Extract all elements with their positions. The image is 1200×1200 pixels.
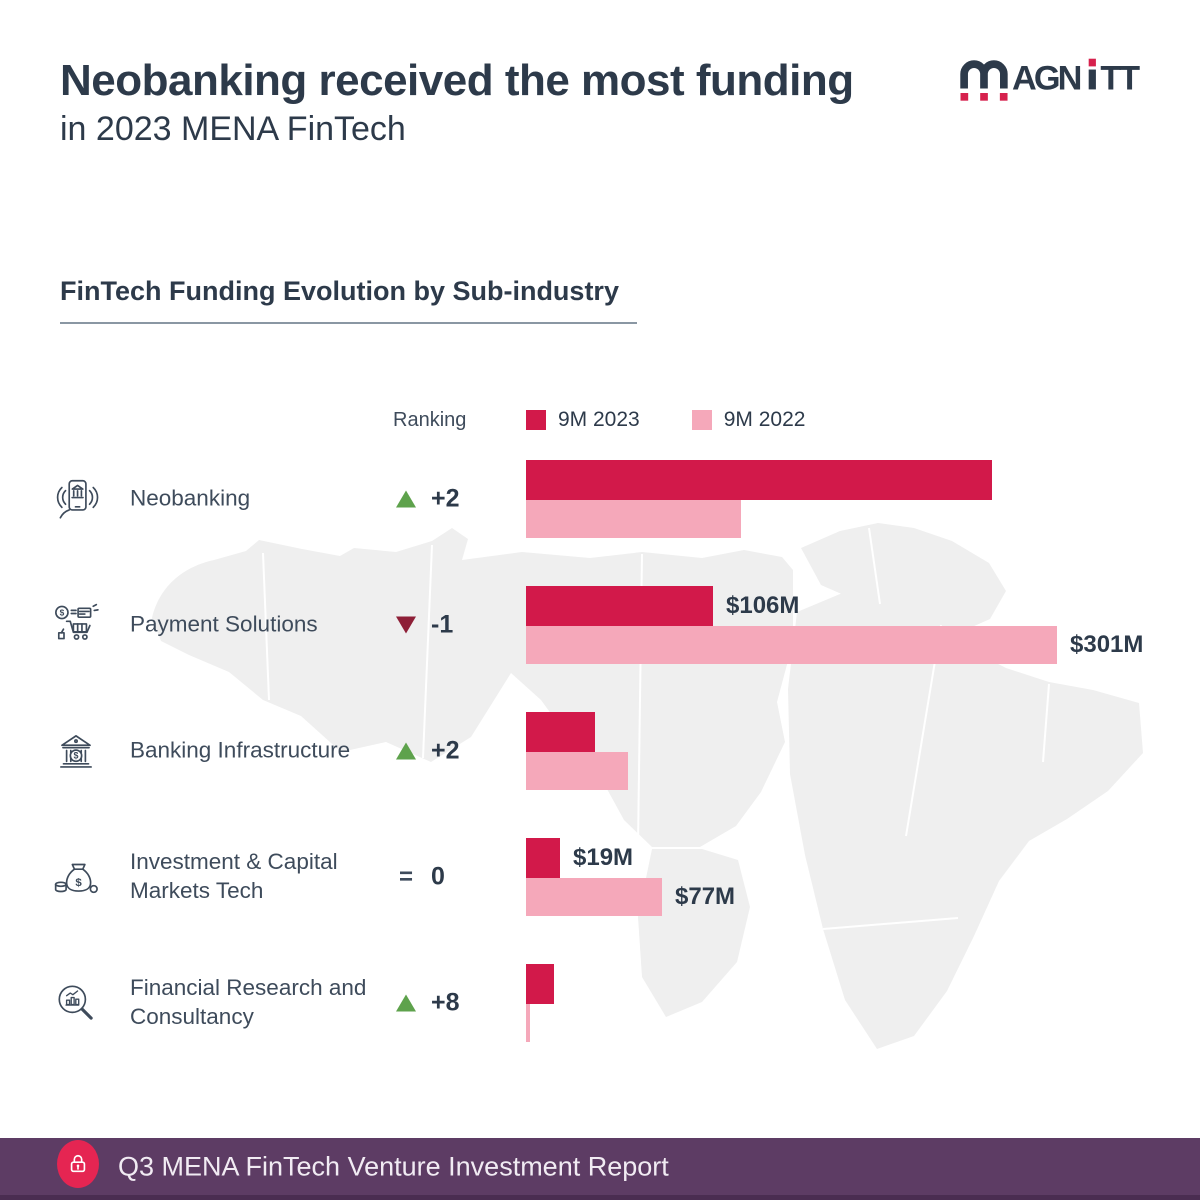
svg-text:$: $: [60, 607, 65, 617]
bar-9m-2023-investment-capital-markets-tech: [526, 838, 560, 878]
section-title: FinTech Funding Evolution by Sub-industr…: [60, 276, 619, 306]
chart-row-financial-research-and-consultancy: Financial Research and Consultancy +8: [0, 940, 1200, 1066]
bar-9m-2022-banking-infrastructure: [526, 752, 628, 790]
category-label: Financial Research and Consultancy: [130, 975, 367, 1029]
bar-9m-2023-payment-solutions: [526, 586, 713, 626]
mobile-banking-icon: [52, 475, 100, 523]
legend-label-9m-2022: 9M 2022: [723, 408, 806, 431]
category-label: Banking Infrastructure: [130, 737, 351, 763]
rank-up-icon: [396, 742, 416, 760]
legend-swatch-9m-2022: [691, 410, 712, 430]
bar-line: [526, 460, 992, 500]
bar-line: $77M: [526, 878, 735, 916]
bar-line: [526, 500, 992, 538]
bar-line: [526, 964, 554, 1004]
chart-rows: Neobanking +2 $ Payment Solutions -1 $106M $…: [0, 436, 1200, 1066]
rank-up-icon: [396, 994, 416, 1012]
legend-item-9m-2023: 9M 2023: [526, 408, 640, 432]
svg-text:AGN: AGN: [1012, 59, 1082, 97]
rank-change-value: +8: [431, 988, 460, 1017]
bank-building-icon: $: [52, 727, 100, 775]
money-bag-icon: $: [52, 853, 100, 901]
bar-pair: [526, 964, 554, 1042]
research-magnifier-icon: [52, 979, 100, 1027]
bar-value-label: $77M: [675, 883, 736, 910]
bar-9m-2023-financial-research-and-consultancy: [526, 964, 554, 1004]
footer-title: Q3 MENA FinTech Venture Investment Repor…: [118, 1151, 669, 1181]
bar-value-label: $19M: [573, 844, 634, 871]
legend-label-9m-2023: 9M 2023: [558, 408, 640, 431]
ranking-column-header: Ranking: [393, 409, 467, 431]
chart-row-investment-capital-markets-tech: $ Investment & Capital Markets Tech = 0 $19…: [0, 814, 1200, 940]
category-label: Payment Solutions: [130, 611, 318, 637]
chart-row-neobanking: Neobanking +2: [0, 436, 1200, 562]
page-title: Neobanking received the most funding: [60, 56, 854, 105]
rank-change-value: -1: [431, 610, 454, 639]
magnitt-logo-mark: AGN TT: [960, 58, 1140, 101]
bar-9m-2023-banking-infrastructure: [526, 712, 595, 752]
rank-down-icon: [396, 616, 416, 634]
lock-icon: [70, 1154, 86, 1173]
ranking-indicator: -1: [396, 611, 486, 640]
svg-text:$: $: [75, 877, 82, 889]
bar-9m-2022-investment-capital-markets-tech: [526, 878, 662, 916]
ranking-indicator: = 0: [396, 863, 486, 892]
ranking-indicator: +8: [396, 989, 486, 1018]
category-label: Neobanking: [130, 485, 251, 511]
report-footer: Q3 MENA FinTech Venture Investment Repor…: [0, 1138, 1200, 1200]
rank-change-value: +2: [431, 484, 460, 513]
ranking-indicator: +2: [396, 737, 486, 766]
lock-badge: [57, 1140, 99, 1188]
legend-row: Ranking 9M 2023 9M 2022: [0, 406, 1200, 434]
page-subtitle: in 2023 MENA FinTech: [60, 110, 406, 148]
chart-legend: 9M 2023 9M 2022: [526, 406, 805, 434]
bar-line: [526, 752, 628, 790]
bar-9m-2023-neobanking: [526, 460, 992, 500]
bar-pair: [526, 460, 992, 538]
rank-change-value: 0: [431, 862, 445, 891]
bar-9m-2022-financial-research-and-consultancy: [526, 1004, 530, 1042]
svg-text:$: $: [74, 751, 79, 761]
chart-row-payment-solutions: $ Payment Solutions -1 $106M $301M: [0, 562, 1200, 688]
bar-pair: [526, 712, 628, 790]
rank-up-icon: [396, 490, 416, 508]
bar-line: [526, 712, 628, 752]
legend-item-9m-2022: 9M 2022: [691, 408, 806, 432]
legend-swatch-9m-2023: [526, 410, 546, 430]
rank-change-value: +2: [431, 736, 460, 765]
section-underline: [60, 322, 637, 324]
category-label: Investment & Capital Markets Tech: [130, 849, 338, 903]
rank-equal-icon: =: [398, 863, 413, 890]
bar-pair: $19M $77M: [526, 838, 735, 916]
bar-line: $301M: [526, 626, 1143, 664]
bar-9m-2022-neobanking: [526, 500, 741, 538]
magnitt-logo: AGN TT: [956, 56, 1142, 106]
bar-line: $19M: [526, 838, 735, 878]
svg-text:TT: TT: [1100, 59, 1140, 97]
bar-pair: $106M $301M: [526, 586, 1143, 664]
payment-cart-icon: $: [52, 601, 100, 649]
bar-line: $106M: [526, 586, 1143, 626]
bar-9m-2022-payment-solutions: [526, 626, 1057, 664]
ranking-indicator: +2: [396, 485, 486, 514]
bar-value-label: $301M: [1070, 631, 1144, 658]
bar-value-label: $106M: [726, 592, 800, 619]
chart-row-banking-infrastructure: $ Banking Infrastructure +2: [0, 688, 1200, 814]
bar-line: [526, 1004, 554, 1042]
